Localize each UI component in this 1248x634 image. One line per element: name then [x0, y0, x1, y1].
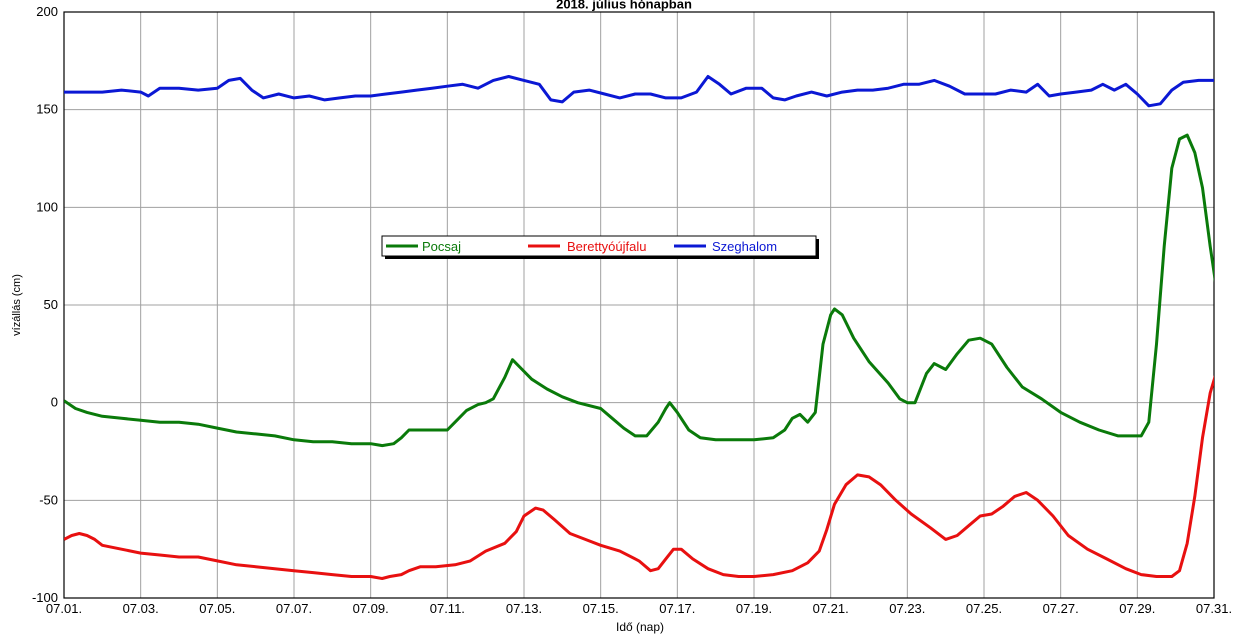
y-tick-label: 100	[36, 199, 58, 214]
x-tick-label: 07.07.	[276, 601, 312, 616]
x-tick-label: 07.21.	[813, 601, 849, 616]
plot-area-frame	[63, 11, 1215, 599]
series-line-pocsaj	[64, 133, 1214, 448]
y-tick-label: -100	[32, 590, 58, 605]
legend: Pocsaj Berettyóújfalu Szeghalom	[381, 235, 819, 259]
x-tick-label: 07.19.	[736, 601, 772, 616]
x-tick-label: 07.15.	[583, 601, 619, 616]
x-tick-label: 07.25.	[966, 601, 1002, 616]
y-axis-label: vízállás (cm)	[11, 274, 23, 336]
y-tick-label: 150	[36, 102, 58, 117]
x-tick-label: 07.17.	[659, 601, 695, 616]
legend-box	[381, 235, 817, 257]
series-layer	[64, 75, 1214, 580]
x-tick-label: 07.01.	[46, 601, 82, 616]
legend-label: Szeghalom	[712, 239, 777, 254]
legend-label: Berettyóújfalu	[567, 239, 647, 254]
x-axis-label: Idő (nap)	[616, 620, 664, 634]
chart-title: 2018. július hónapban	[556, 0, 692, 11]
y-tick-label: 50	[44, 297, 58, 312]
x-tick-label: 07.31.	[1196, 601, 1232, 616]
legend-label: Pocsaj	[422, 239, 461, 254]
series-line-berettyjfalu	[64, 374, 1214, 580]
x-tick-label: 07.05.	[199, 601, 235, 616]
x-tick-label: 07.03.	[123, 601, 159, 616]
grid-lines	[63, 11, 1215, 599]
x-tick-label: 07.27.	[1043, 601, 1079, 616]
x-tick-label: 07.29.	[1119, 601, 1155, 616]
x-tick-label: 07.11.	[430, 601, 465, 616]
series-line-szeghalom	[64, 75, 1214, 108]
y-tick-labels: -100 -50 0 50 100 150 200	[32, 4, 58, 605]
x-tick-label: 07.23.	[889, 601, 925, 616]
x-tick-labels: 07.01. 07.03. 07.05. 07.07. 07.09. 07.11. 07.1…	[46, 601, 1232, 616]
y-tick-label: 0	[51, 395, 58, 410]
y-tick-label: -50	[39, 492, 58, 507]
x-tick-label: 07.13.	[506, 601, 542, 616]
x-tick-label: 07.09.	[353, 601, 389, 616]
y-tick-label: 200	[36, 4, 58, 19]
